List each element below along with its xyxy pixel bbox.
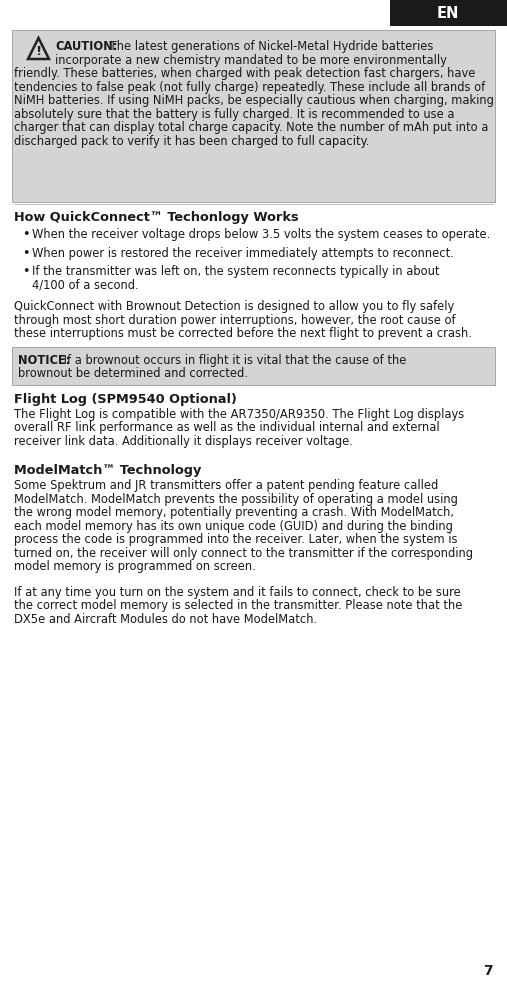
- Text: DX5e and Aircraft Modules do not have ModelMatch.: DX5e and Aircraft Modules do not have Mo…: [14, 613, 317, 625]
- Text: •: •: [22, 265, 29, 278]
- Text: these interruptions must be corrected before the next flight to prevent a crash.: these interruptions must be corrected be…: [14, 327, 472, 340]
- Text: receiver link data. Additionally it displays receiver voltage.: receiver link data. Additionally it disp…: [14, 434, 353, 447]
- Text: tendencies to false peak (not fully charge) repeatedly. These include all brands: tendencies to false peak (not fully char…: [14, 81, 485, 94]
- Text: QuickConnect with Brownout Detection is designed to allow you to fly safely: QuickConnect with Brownout Detection is …: [14, 300, 454, 313]
- Text: Flight Log (SPM9540 Optional): Flight Log (SPM9540 Optional): [14, 392, 237, 405]
- Text: through most short duration power interruptions, however, the root cause of: through most short duration power interr…: [14, 314, 456, 327]
- Text: •: •: [22, 228, 29, 241]
- Text: If a brownout occurs in flight it is vital that the cause of the: If a brownout occurs in flight it is vit…: [60, 354, 407, 367]
- Text: 7: 7: [483, 964, 493, 978]
- Text: each model memory has its own unique code (GUID) and during the binding: each model memory has its own unique cod…: [14, 520, 453, 533]
- Text: If the transmitter was left on, the system reconnects typically in about: If the transmitter was left on, the syst…: [32, 265, 440, 278]
- Text: friendly. These batteries, when charged with peak detection fast chargers, have: friendly. These batteries, when charged …: [14, 67, 476, 80]
- Text: How QuickConnect™ Techonlogy Works: How QuickConnect™ Techonlogy Works: [14, 211, 299, 224]
- Text: absolutely sure that the battery is fully charged. It is recommended to use a: absolutely sure that the battery is full…: [14, 108, 454, 121]
- FancyBboxPatch shape: [12, 347, 495, 384]
- Text: ModelMatch™ Technology: ModelMatch™ Technology: [14, 464, 201, 477]
- Text: CAUTION:: CAUTION:: [55, 40, 118, 53]
- Text: When the receiver voltage drops below 3.5 volts the system ceases to operate.: When the receiver voltage drops below 3.…: [32, 228, 490, 241]
- Text: When power is restored the receiver immediately attempts to reconnect.: When power is restored the receiver imme…: [32, 246, 454, 260]
- Text: EN: EN: [437, 6, 459, 21]
- Text: turned on, the receiver will only connect to the transmitter if the correspondin: turned on, the receiver will only connec…: [14, 547, 473, 560]
- Text: Some Spektrum and JR transmitters offer a patent pending feature called: Some Spektrum and JR transmitters offer …: [14, 479, 438, 492]
- FancyBboxPatch shape: [12, 30, 495, 202]
- Text: the wrong model memory, potentially preventing a crash. With ModelMatch,: the wrong model memory, potentially prev…: [14, 506, 454, 519]
- Text: discharged pack to verify it has been charged to full capacity.: discharged pack to verify it has been ch…: [14, 134, 370, 147]
- Text: If at any time you turn on the system and it fails to connect, check to be sure: If at any time you turn on the system an…: [14, 586, 461, 599]
- Text: The Flight Log is compatible with the AR7350/AR9350. The Flight Log displays: The Flight Log is compatible with the AR…: [14, 407, 464, 420]
- Text: NiMH batteries. If using NiMH packs, be especially cautious when charging, makin: NiMH batteries. If using NiMH packs, be …: [14, 94, 494, 107]
- Text: 4/100 of a second.: 4/100 of a second.: [32, 279, 138, 292]
- Text: charger that can display total charge capacity. Note the number of mAh put into : charger that can display total charge ca…: [14, 121, 488, 134]
- Text: model memory is programmed on screen.: model memory is programmed on screen.: [14, 560, 256, 573]
- Text: The latest generations of Nickel-Metal Hydride batteries: The latest generations of Nickel-Metal H…: [106, 40, 433, 53]
- Text: overall RF link performance as well as the individual internal and external: overall RF link performance as well as t…: [14, 421, 440, 434]
- Text: process the code is programmed into the receiver. Later, when the system is: process the code is programmed into the …: [14, 533, 457, 546]
- Text: •: •: [22, 246, 29, 260]
- Text: brownout be determined and corrected.: brownout be determined and corrected.: [18, 367, 248, 380]
- Text: NOTICE:: NOTICE:: [18, 354, 70, 367]
- Text: incorporate a new chemistry mandated to be more environmentally: incorporate a new chemistry mandated to …: [55, 54, 447, 67]
- Text: ModelMatch. ModelMatch prevents the possibility of operating a model using: ModelMatch. ModelMatch prevents the poss…: [14, 492, 458, 506]
- Text: !: !: [35, 45, 42, 58]
- FancyBboxPatch shape: [390, 0, 507, 26]
- Text: the correct model memory is selected in the transmitter. Please note that the: the correct model memory is selected in …: [14, 599, 462, 612]
